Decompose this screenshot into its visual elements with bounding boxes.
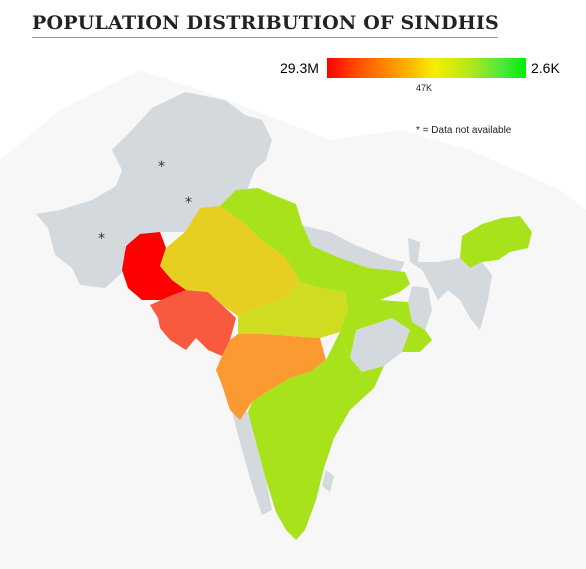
region-north-india <box>220 188 410 310</box>
legend-color-scale <box>327 58 526 78</box>
region-south-india <box>248 332 384 540</box>
region-no-data-kashmir <box>245 115 272 170</box>
no-data-marker: * <box>98 231 105 247</box>
region-no-data-east <box>408 238 492 330</box>
legend-min-label: 2.6K <box>531 60 560 76</box>
no-data-marker: * <box>185 195 192 211</box>
region-no-data-nepal <box>300 225 405 272</box>
region-no-data-coast <box>232 412 272 515</box>
no-data-note: * = Data not available <box>416 125 511 136</box>
region-no-data-bangladesh <box>408 286 432 330</box>
region-madhya-pradesh <box>238 282 348 338</box>
no-data-note-text: = Data not available <box>422 125 512 136</box>
region-no-data-west <box>36 92 265 288</box>
region-northeast-india <box>460 216 532 268</box>
region-gujarat <box>150 290 236 356</box>
title-divider <box>32 37 498 38</box>
region-sindh <box>122 232 186 300</box>
region-rajasthan <box>160 206 300 316</box>
region-no-data-lanka <box>322 470 334 492</box>
region-maharashtra <box>216 334 326 420</box>
legend-mid-label: 47K <box>416 83 433 93</box>
region-east-india <box>340 300 432 358</box>
legend-max-label: 29.3M <box>280 60 319 76</box>
page-title: POPULATION DISTRIBUTION OF SINDHIS <box>32 12 499 34</box>
region-no-data-central-east <box>350 318 410 372</box>
no-data-marker: * <box>158 159 165 175</box>
no-data-note-marker: * <box>416 125 420 136</box>
